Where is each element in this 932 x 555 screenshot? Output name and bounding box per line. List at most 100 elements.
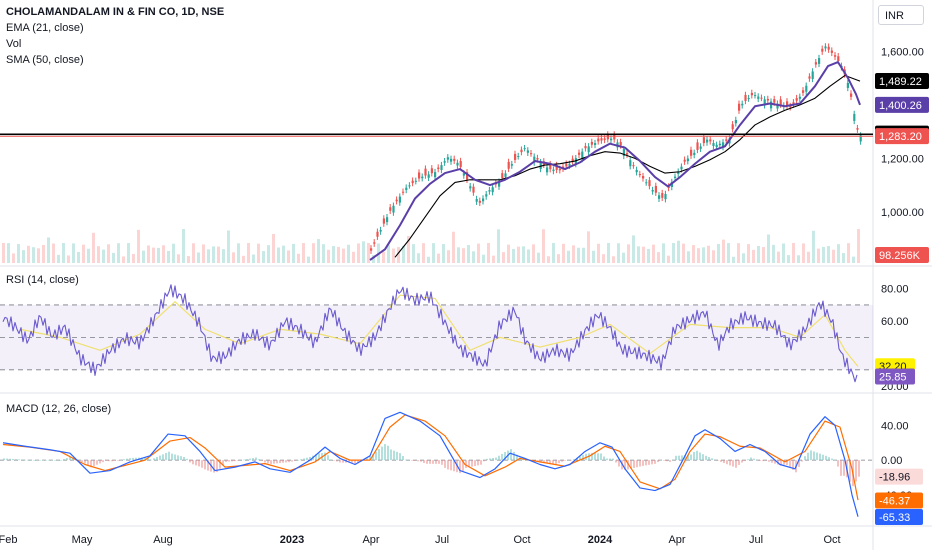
candle-body bbox=[718, 143, 721, 146]
candle-body bbox=[485, 194, 488, 197]
macd-tag bbox=[875, 492, 923, 509]
candle-body bbox=[546, 167, 549, 173]
volume-bar bbox=[742, 253, 745, 263]
volume-bar bbox=[17, 244, 20, 263]
candle-body bbox=[590, 141, 593, 145]
macd-histogram-bar bbox=[840, 460, 842, 476]
candle-body bbox=[475, 199, 478, 202]
volume-bar bbox=[852, 256, 855, 263]
candle-body bbox=[738, 103, 741, 111]
macd-histogram-bar bbox=[36, 459, 38, 461]
candle-body bbox=[405, 187, 408, 191]
candle-body bbox=[837, 56, 840, 62]
volume-bar bbox=[642, 246, 645, 263]
candle-body bbox=[818, 58, 821, 64]
macd-histogram-bar bbox=[354, 460, 356, 465]
macd-histogram-bar bbox=[615, 460, 617, 463]
macd-legend[interactable]: MACD (12, 26, close) bbox=[6, 403, 112, 415]
macd-histogram-bar bbox=[423, 460, 425, 463]
macd-histogram-bar bbox=[678, 455, 680, 461]
candle-body bbox=[747, 98, 750, 100]
sma-50-line bbox=[394, 74, 861, 258]
candle-body bbox=[427, 174, 430, 178]
candle-body bbox=[379, 230, 382, 232]
candle-body bbox=[760, 97, 763, 99]
candle-body bbox=[510, 164, 513, 166]
candle-body bbox=[741, 103, 744, 106]
macd-histogram-bar bbox=[687, 454, 689, 461]
macd-histogram-bar bbox=[66, 458, 68, 461]
macd-histogram-bar bbox=[219, 460, 221, 469]
volume-bar bbox=[147, 245, 150, 263]
macd-histogram-bar bbox=[639, 460, 641, 467]
candle-body bbox=[821, 48, 824, 52]
volume-bar bbox=[347, 244, 350, 263]
volume-bar bbox=[837, 244, 840, 263]
rsi-tag bbox=[875, 368, 915, 385]
macd-histogram-bar bbox=[111, 460, 113, 462]
macd-histogram-bar bbox=[489, 458, 491, 461]
candle-body bbox=[482, 198, 485, 202]
candle-body bbox=[386, 217, 389, 223]
macd-histogram-bar bbox=[660, 459, 662, 461]
volume-bar bbox=[267, 245, 270, 263]
macd-histogram-bar bbox=[744, 460, 746, 461]
volume-bar bbox=[677, 240, 680, 263]
candle-body bbox=[389, 207, 392, 211]
symbol-title[interactable]: CHOLAMANDALAM IN & FIN CO, 1D, NSE bbox=[6, 6, 225, 18]
candle-body bbox=[434, 172, 437, 178]
macd-histogram-bar bbox=[483, 460, 485, 462]
macd-histogram-bar bbox=[420, 460, 422, 462]
volume-bar bbox=[282, 245, 285, 263]
volume-bar bbox=[397, 247, 400, 263]
volume-bar bbox=[382, 251, 385, 263]
currency-selector[interactable]: INR bbox=[878, 5, 924, 25]
volume-bar bbox=[477, 243, 480, 263]
macd-histogram-bar bbox=[282, 460, 284, 463]
macd-histogram-bar bbox=[3, 458, 5, 461]
macd-histogram-bar bbox=[315, 454, 317, 461]
candle-body bbox=[421, 176, 424, 179]
ema-legend[interactable]: EMA (21, close) bbox=[6, 22, 84, 34]
volume-bar bbox=[357, 243, 360, 263]
macd-histogram-bar bbox=[60, 460, 62, 461]
volume-bar bbox=[137, 229, 140, 263]
volume-bar bbox=[352, 251, 355, 263]
candle-body bbox=[722, 142, 725, 148]
macd-histogram-bar bbox=[96, 460, 98, 465]
volume-bar bbox=[617, 243, 620, 263]
macd-histogram-bar bbox=[207, 460, 209, 471]
volume-bar bbox=[592, 250, 595, 263]
rsi-legend[interactable]: RSI (14, close) bbox=[6, 274, 79, 286]
volume-bar bbox=[117, 243, 120, 263]
volume-bar bbox=[367, 243, 370, 263]
volume-bar bbox=[252, 254, 255, 263]
volume-bar bbox=[62, 243, 65, 263]
sma-legend[interactable]: SMA (50, close) bbox=[6, 54, 84, 66]
macd-histogram-bar bbox=[270, 460, 272, 464]
macd-histogram-bar bbox=[708, 457, 710, 461]
volume-bar bbox=[297, 253, 300, 263]
vol-legend[interactable]: Vol bbox=[6, 38, 22, 50]
macd-histogram-bar bbox=[228, 460, 230, 462]
candle-body bbox=[814, 62, 817, 65]
volume-bar bbox=[187, 256, 190, 263]
macd-tag bbox=[875, 468, 923, 485]
candle-body bbox=[450, 158, 453, 162]
candle-body bbox=[443, 161, 446, 163]
volume-bar bbox=[447, 250, 450, 263]
volume-bar bbox=[157, 247, 160, 263]
volume-bar bbox=[102, 249, 105, 263]
macd-histogram-bar bbox=[405, 459, 407, 461]
macd-histogram-bar bbox=[348, 460, 350, 463]
volume-bar bbox=[857, 229, 860, 263]
candle-body bbox=[469, 186, 472, 189]
volume-bar bbox=[702, 247, 705, 263]
volume-bar bbox=[467, 245, 470, 263]
macd-histogram-bar bbox=[633, 460, 635, 468]
macd-histogram-bar bbox=[573, 459, 575, 461]
macd-histogram-bar bbox=[432, 460, 434, 464]
macd-histogram-bar bbox=[753, 458, 755, 461]
